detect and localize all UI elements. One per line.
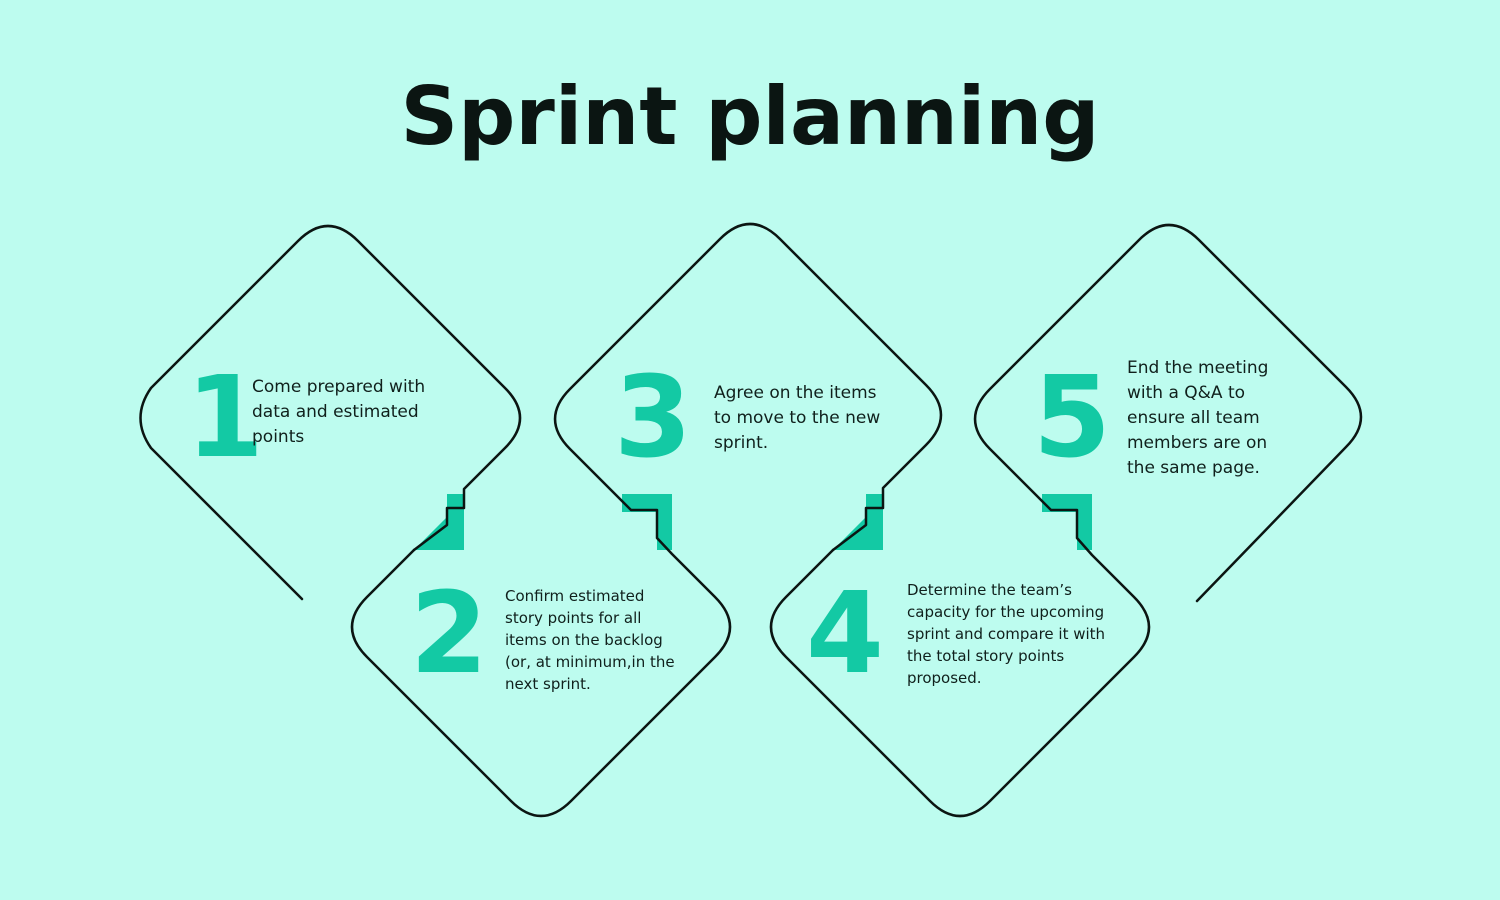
step-3-text: Agree on the items to move to the new sp… <box>714 383 881 453</box>
step-2-number: 2 <box>410 569 488 699</box>
step-connectors <box>414 494 1092 550</box>
step-5-number: 5 <box>1033 353 1111 483</box>
diamond-4-outline <box>769 223 1363 818</box>
step-4-text: Determine the team’s capacity for the up… <box>907 581 1106 687</box>
step-1-text: Come prepared with data and estimated po… <box>252 377 426 447</box>
page-title: Sprint planning <box>400 70 1100 163</box>
diamond-outlines <box>139 222 1363 818</box>
step-4-number: 4 <box>806 569 884 699</box>
step-3-number: 3 <box>614 353 692 483</box>
step-1-number: 1 <box>186 353 264 483</box>
step-5-text: End the meeting with a Q&A to ensure all… <box>1127 358 1269 478</box>
connector-1-2 <box>414 494 464 550</box>
diamond-1-outline <box>139 224 522 601</box>
connector-2-3 <box>622 494 672 550</box>
diamond-2-outline <box>350 222 943 818</box>
connector-3-4 <box>833 494 883 550</box>
connector-4-5 <box>1042 494 1092 550</box>
step-2-text: Confirm estimated story points for all i… <box>505 587 675 693</box>
